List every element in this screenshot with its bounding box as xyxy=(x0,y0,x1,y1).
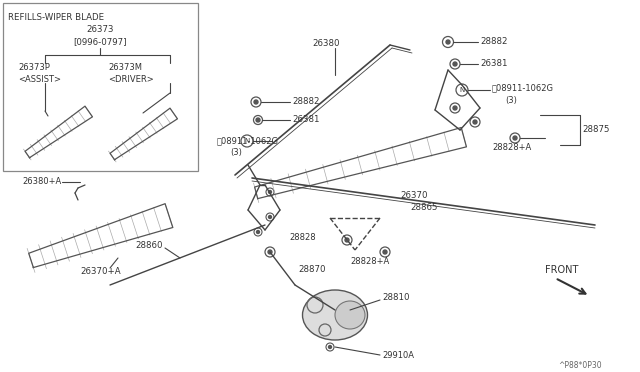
Text: ⓝ08911-1062G: ⓝ08911-1062G xyxy=(217,137,279,145)
Circle shape xyxy=(268,250,272,254)
Ellipse shape xyxy=(303,290,367,340)
Text: 28870: 28870 xyxy=(298,266,326,275)
Circle shape xyxy=(446,40,450,44)
Text: ⓝ08911-1062G: ⓝ08911-1062G xyxy=(492,83,554,93)
Circle shape xyxy=(256,118,260,122)
Text: 26380: 26380 xyxy=(312,39,340,48)
Text: REFILLS-WIPER BLADE: REFILLS-WIPER BLADE xyxy=(8,13,104,22)
Text: 26370+A: 26370+A xyxy=(80,267,120,276)
Text: 26380+A: 26380+A xyxy=(23,177,62,186)
Text: 26381: 26381 xyxy=(292,115,319,125)
Ellipse shape xyxy=(335,301,365,329)
Circle shape xyxy=(453,106,457,110)
Text: 26373P: 26373P xyxy=(18,64,50,73)
Text: <DRIVER>: <DRIVER> xyxy=(108,74,154,83)
Text: 28828: 28828 xyxy=(289,234,316,243)
Text: N: N xyxy=(244,138,250,144)
Text: 28860: 28860 xyxy=(135,241,163,250)
Text: (3): (3) xyxy=(230,148,242,157)
Text: 28875: 28875 xyxy=(582,125,609,135)
Text: <ASSIST>: <ASSIST> xyxy=(18,74,61,83)
Circle shape xyxy=(473,120,477,124)
Circle shape xyxy=(513,136,517,140)
Text: 26373: 26373 xyxy=(86,26,114,35)
Text: 28882: 28882 xyxy=(480,38,508,46)
Text: 26373M: 26373M xyxy=(108,64,142,73)
Circle shape xyxy=(383,250,387,254)
Text: 29910A: 29910A xyxy=(382,350,414,359)
Text: 28828+A: 28828+A xyxy=(350,257,389,266)
Text: FRONT: FRONT xyxy=(545,265,579,275)
Text: [0996-0797]: [0996-0797] xyxy=(73,38,127,46)
Text: 26381: 26381 xyxy=(480,60,508,68)
Text: 28810: 28810 xyxy=(382,294,410,302)
Text: 28882: 28882 xyxy=(292,97,319,106)
Text: N: N xyxy=(460,87,465,93)
Circle shape xyxy=(257,231,259,234)
Circle shape xyxy=(345,238,349,242)
Circle shape xyxy=(453,62,457,66)
Circle shape xyxy=(269,215,271,218)
Text: 28865: 28865 xyxy=(410,202,438,212)
Text: (3): (3) xyxy=(505,96,517,105)
Text: ^P88*0P30: ^P88*0P30 xyxy=(558,360,602,369)
Circle shape xyxy=(328,346,332,349)
Bar xyxy=(3,3,198,171)
Text: 28828+A: 28828+A xyxy=(492,142,531,151)
Text: 26370: 26370 xyxy=(400,192,428,201)
Circle shape xyxy=(269,190,271,193)
Circle shape xyxy=(254,100,258,104)
